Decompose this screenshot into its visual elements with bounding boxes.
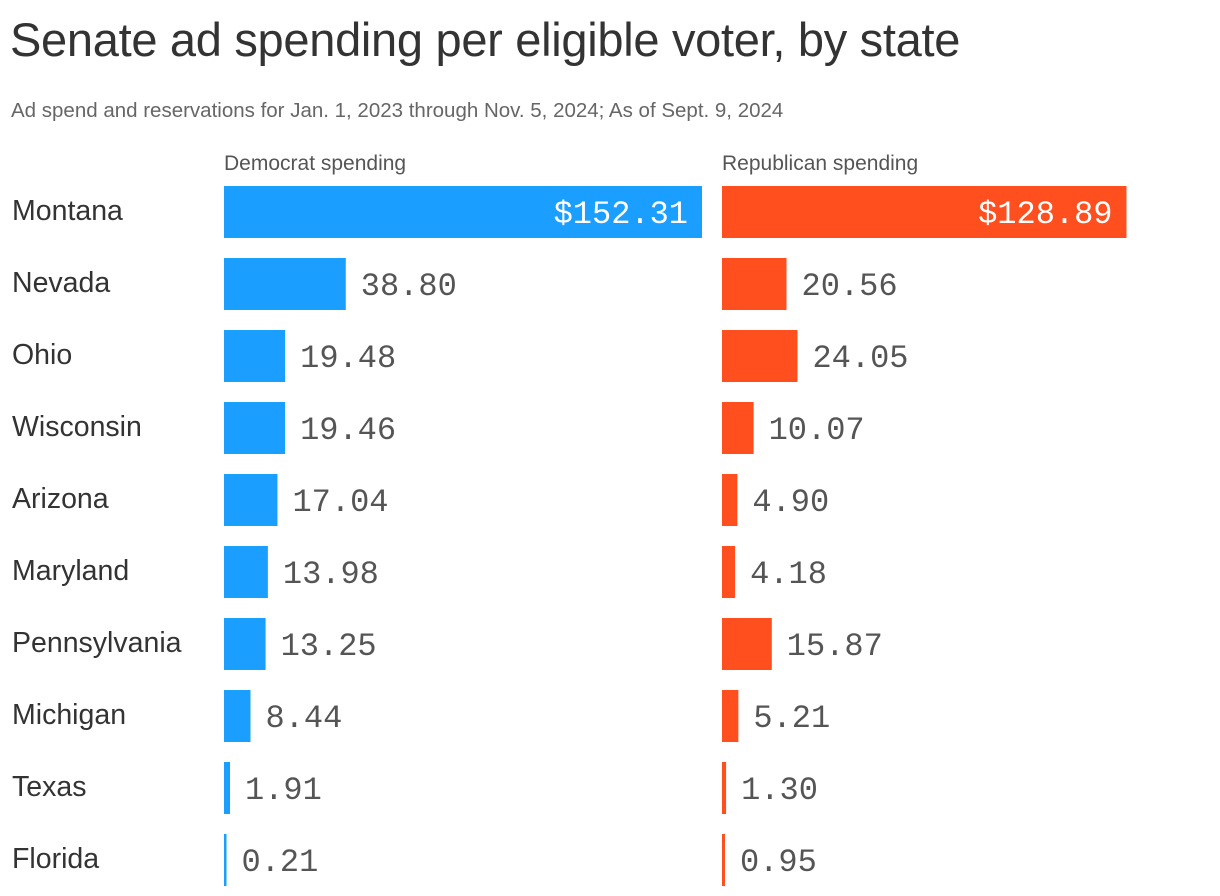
bar-republican-arizona <box>722 474 738 526</box>
value-label-democrat-montana: $152.31 <box>554 196 688 233</box>
state-label-florida: Florida <box>12 843 99 875</box>
bar-republican-florida <box>722 834 725 886</box>
bar-democrat-florida <box>224 834 227 886</box>
value-label-republican-florida: 0.95 <box>740 844 817 881</box>
value-label-republican-ohio: 24.05 <box>812 340 908 377</box>
state-label-texas: Texas <box>12 771 86 803</box>
value-label-republican-montana: $128.89 <box>978 196 1112 233</box>
value-label-republican-wisconsin: 10.07 <box>769 412 865 449</box>
column-header-republican: Republican spending <box>722 152 918 175</box>
state-label-michigan: Michigan <box>12 699 126 731</box>
value-label-democrat-michigan: 8.44 <box>265 700 342 737</box>
value-label-democrat-nevada: 38.80 <box>361 268 457 305</box>
value-label-republican-maryland: 4.18 <box>750 556 827 593</box>
bar-democrat-maryland <box>224 546 268 598</box>
state-label-ohio: Ohio <box>12 339 72 371</box>
state-label-nevada: Nevada <box>12 267 110 299</box>
value-label-republican-arizona: 4.90 <box>752 484 829 521</box>
bar-democrat-wisconsin <box>224 402 286 454</box>
bar-democrat-nevada <box>224 258 346 310</box>
bar-democrat-texas <box>224 762 230 814</box>
bar-democrat-ohio <box>224 330 286 382</box>
value-label-democrat-texas: 1.91 <box>245 772 322 809</box>
value-label-democrat-maryland: 13.98 <box>283 556 379 593</box>
chart-title: Senate ad spending per eligible voter, b… <box>10 13 961 66</box>
bar-republican-michigan <box>722 690 739 742</box>
value-label-republican-texas: 1.30 <box>741 772 818 809</box>
bar-republican-wisconsin <box>722 402 754 454</box>
state-label-arizona: Arizona <box>12 483 109 515</box>
value-label-democrat-arizona: 17.04 <box>292 484 388 521</box>
bar-democrat-michigan <box>224 690 251 742</box>
value-label-republican-nevada: 20.56 <box>802 268 898 305</box>
value-label-republican-pennsylvania: 15.87 <box>787 628 883 665</box>
value-label-democrat-pennsylvania: 13.25 <box>281 628 377 665</box>
bar-republican-maryland <box>722 546 736 598</box>
bar-republican-nevada <box>722 258 787 310</box>
bar-democrat-pennsylvania <box>224 618 266 670</box>
state-label-pennsylvania: Pennsylvania <box>12 627 182 659</box>
value-label-democrat-florida: 0.21 <box>242 844 319 881</box>
bar-democrat-arizona <box>224 474 278 526</box>
bar-republican-montana <box>722 186 1127 238</box>
value-label-democrat-ohio: 19.48 <box>300 340 396 377</box>
state-label-wisconsin: Wisconsin <box>12 411 142 443</box>
state-label-maryland: Maryland <box>12 555 129 587</box>
chart-subtitle: Ad spend and reservations for Jan. 1, 20… <box>11 99 784 122</box>
bar-democrat-montana <box>224 186 702 238</box>
value-label-democrat-wisconsin: 19.46 <box>300 412 396 449</box>
bar-republican-ohio <box>722 330 798 382</box>
value-label-republican-michigan: 5.21 <box>753 700 830 737</box>
state-label-montana: Montana <box>12 195 123 227</box>
column-header-democrat: Democrat spending <box>224 152 406 175</box>
bar-republican-pennsylvania <box>722 618 772 670</box>
bar-republican-texas <box>722 762 727 814</box>
